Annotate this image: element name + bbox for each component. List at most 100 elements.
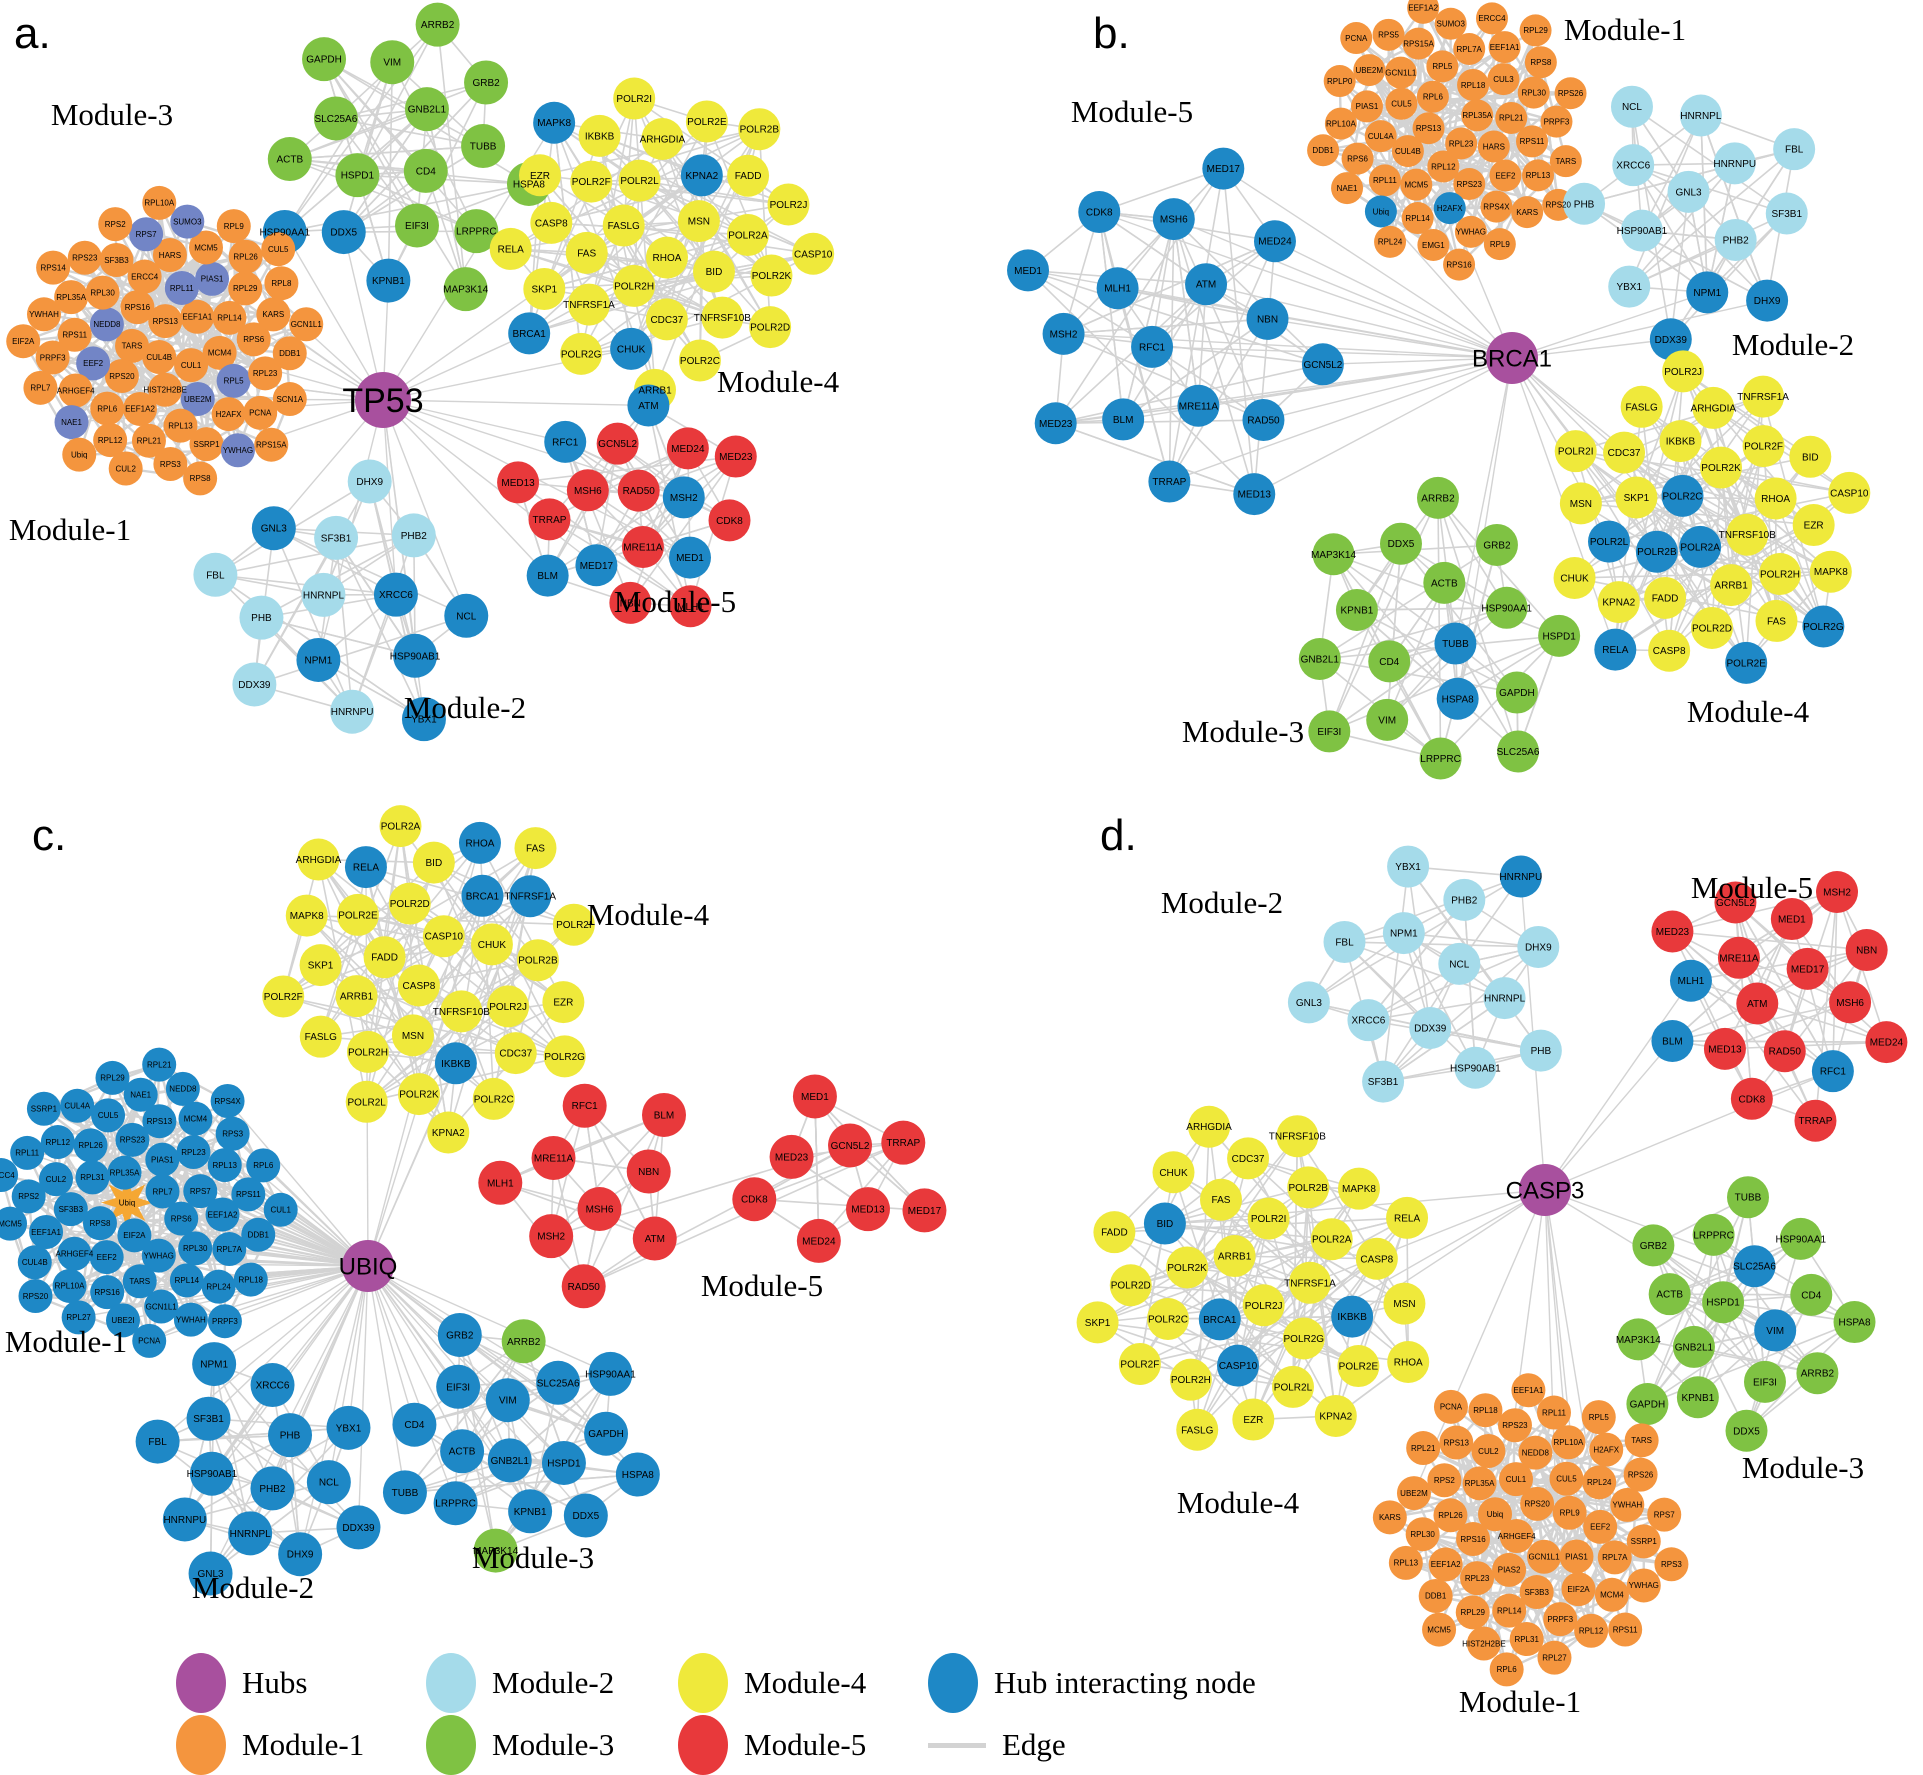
node-MSH2[interactable] <box>1816 871 1859 914</box>
node-MED13[interactable] <box>1703 1027 1746 1070</box>
node-TARS[interactable] <box>1624 1423 1659 1458</box>
node-KPNA2[interactable] <box>680 154 723 197</box>
node-RPS26[interactable] <box>1623 1457 1658 1492</box>
node-RPL5[interactable] <box>1581 1400 1616 1435</box>
node-CD4[interactable] <box>392 1402 437 1447</box>
node-RPS4X[interactable] <box>1480 190 1513 223</box>
node-MSN[interactable] <box>391 1014 434 1057</box>
node-CUL3[interactable] <box>1487 63 1520 96</box>
node-POLR2I[interactable] <box>613 77 656 120</box>
node-HNRNPU[interactable] <box>162 1497 207 1542</box>
node-EEF1A1[interactable] <box>29 1215 64 1250</box>
node-MED24[interactable] <box>1865 1021 1908 1064</box>
node-POLR2E[interactable] <box>685 100 728 143</box>
node-HSP90AB1[interactable] <box>189 1451 234 1496</box>
node-TNFRSF10B[interactable] <box>1276 1115 1319 1158</box>
node-SLC25A6[interactable] <box>313 96 358 141</box>
node-ATM[interactable] <box>627 384 670 427</box>
node-MSH2[interactable] <box>1042 312 1085 355</box>
node-RPL30[interactable] <box>178 1231 213 1266</box>
node-RPS20[interactable] <box>18 1279 53 1314</box>
node-FBL[interactable] <box>135 1419 180 1464</box>
node-EEF1A2[interactable] <box>205 1197 240 1232</box>
node-MAP3K14[interactable] <box>1617 1318 1660 1361</box>
node-BID[interactable] <box>1789 435 1832 478</box>
node-GCN5L2[interactable] <box>828 1123 873 1168</box>
node-RPL29[interactable] <box>95 1060 130 1095</box>
node-NBN[interactable] <box>1246 297 1289 340</box>
node-RPL7A[interactable] <box>1453 32 1486 65</box>
node-KARS[interactable] <box>1511 196 1544 229</box>
node-ATM[interactable] <box>632 1216 677 1261</box>
node-POLR2G[interactable] <box>543 1035 586 1078</box>
node-RPL23[interactable] <box>1460 1561 1495 1596</box>
node-TNFRSF10B[interactable] <box>440 990 483 1033</box>
node-CD4[interactable] <box>1790 1273 1833 1316</box>
node-FAS[interactable] <box>1755 599 1798 642</box>
node-SF3B3[interactable] <box>53 1192 88 1227</box>
node-RPS16[interactable] <box>1443 248 1476 281</box>
node-YBX1[interactable] <box>1387 845 1430 888</box>
node-RPS11[interactable] <box>57 317 92 352</box>
node-GCN1L1[interactable] <box>144 1289 179 1324</box>
node-MED24[interactable] <box>1253 220 1296 263</box>
node-POLR2J[interactable] <box>1662 350 1705 393</box>
node-RPL31[interactable] <box>1509 1622 1544 1657</box>
node-CUL2[interactable] <box>108 451 143 486</box>
node-RPL6[interactable] <box>246 1148 281 1183</box>
node-SUMO3[interactable] <box>1434 7 1467 40</box>
node-POLR2C[interactable] <box>472 1077 515 1120</box>
node-DDX5[interactable] <box>563 1493 608 1538</box>
node-CUL4B[interactable] <box>17 1245 52 1280</box>
node-RPL5[interactable] <box>1426 50 1459 83</box>
node-EZR[interactable] <box>542 981 585 1024</box>
node-RPL27[interactable] <box>61 1300 96 1335</box>
node-POLR2H[interactable] <box>346 1030 389 1073</box>
node-RHOA[interactable] <box>458 821 501 864</box>
node-POLR2L[interactable] <box>1271 1365 1314 1408</box>
node-RPL24[interactable] <box>201 1269 236 1304</box>
node-PHB[interactable] <box>268 1413 313 1458</box>
node-RPS23[interactable] <box>1497 1408 1532 1443</box>
node-PIAS1[interactable] <box>145 1142 180 1177</box>
node-FASLG[interactable] <box>1176 1408 1219 1451</box>
node-SF3B1[interactable] <box>1765 192 1808 235</box>
node-EIF2A[interactable] <box>6 324 41 359</box>
node-RPL11[interactable] <box>10 1135 45 1170</box>
node-KARS[interactable] <box>256 297 291 332</box>
node-RPS11[interactable] <box>231 1177 266 1212</box>
node-NBN[interactable] <box>1845 929 1888 972</box>
node-RPS3[interactable] <box>153 447 188 482</box>
node-SSRP1[interactable] <box>189 427 224 462</box>
node-VIM[interactable] <box>1366 698 1409 741</box>
node-GRB2[interactable] <box>1475 523 1518 566</box>
node-HSP90AA1[interactable] <box>1779 1217 1822 1260</box>
node-GCN1L1[interactable] <box>1527 1539 1562 1574</box>
hub-node-CASP3[interactable] <box>1519 1164 1571 1216</box>
node-MSH2[interactable] <box>529 1214 574 1259</box>
node-NPM1[interactable] <box>1382 912 1425 955</box>
node-HNRNPL[interactable] <box>1679 94 1722 137</box>
node-NCL[interactable] <box>306 1460 351 1505</box>
node-GNB2L1[interactable] <box>487 1438 532 1483</box>
node-RAD50[interactable] <box>1763 1030 1806 1073</box>
node-ERCC4[interactable] <box>127 259 162 294</box>
node-RELA[interactable] <box>489 227 532 270</box>
node-CDK8[interactable] <box>708 499 751 542</box>
node-H2AFX[interactable] <box>1589 1432 1624 1467</box>
node-FASLG[interactable] <box>299 1015 342 1058</box>
node-TNFRSF1A[interactable] <box>567 283 610 326</box>
node-GNL3[interactable] <box>1287 981 1330 1024</box>
node-RPS2[interactable] <box>11 1179 46 1214</box>
node-YWHAG[interactable] <box>220 433 255 468</box>
node-XRCC6[interactable] <box>250 1363 295 1408</box>
node-DDB1[interactable] <box>1418 1578 1453 1613</box>
node-ARRB1[interactable] <box>335 975 378 1018</box>
node-MAP3K14[interactable] <box>1312 533 1355 576</box>
node-RPS23[interactable] <box>1453 168 1486 201</box>
node-PIAS1[interactable] <box>1350 90 1383 123</box>
node-MRE11A[interactable] <box>1717 936 1760 979</box>
node-NPM1[interactable] <box>192 1342 237 1387</box>
node-RHOA[interactable] <box>1754 477 1797 520</box>
node-RPL10A[interactable] <box>52 1268 87 1303</box>
